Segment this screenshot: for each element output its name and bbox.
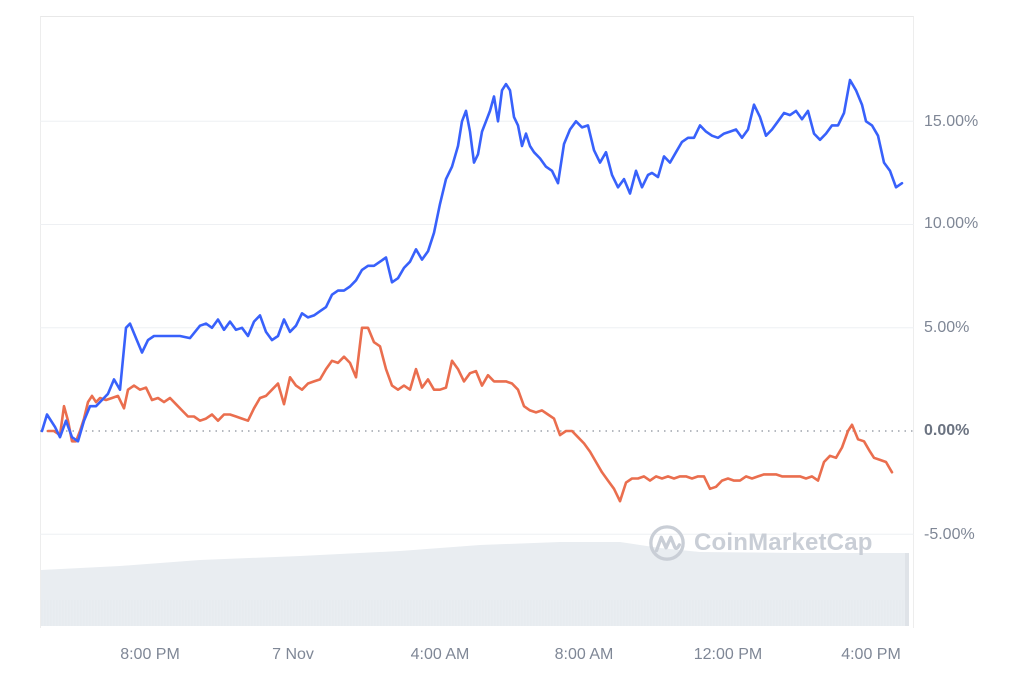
x-tick-7nov: 7 Nov (272, 646, 314, 663)
y-tick-10: 10.00% (924, 215, 979, 232)
coinmarketcap-watermark: CoinMarketCap (648, 524, 873, 562)
x-tick-8am: 8:00 AM (554, 646, 614, 663)
y-tick-0: 0.00% (924, 422, 970, 439)
orange-series-line (46, 326, 894, 503)
x-tick-8pm: 8:00 PM (120, 646, 180, 663)
x-tick-4pm: 4:00 PM (841, 646, 901, 663)
x-tick-12pm: 12:00 PM (693, 646, 763, 663)
blue-series-line (40, 78, 904, 443)
y-tick-minus-5: -5.00% (924, 526, 975, 543)
y-tick-15: 15.00% (924, 113, 979, 130)
volume-area (41, 542, 905, 626)
y-tick-5: 5.00% (924, 319, 970, 336)
x-tick-4am: 4:00 AM (410, 646, 470, 663)
chart-frame (40, 16, 914, 628)
watermark-text: CoinMarketCap (694, 529, 873, 556)
coinmarketcap-logo-icon (649, 525, 685, 561)
